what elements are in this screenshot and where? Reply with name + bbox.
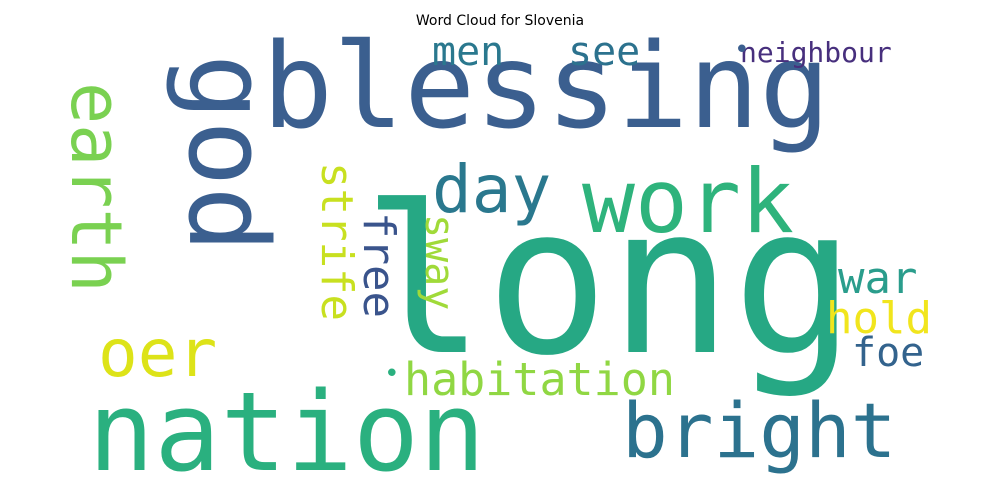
- chart-title: Word Cloud for Slovenia: [415, 13, 585, 29]
- word-free: free: [353, 212, 404, 318]
- word-bullet: •: [384, 359, 400, 389]
- word-strife: strife: [311, 162, 362, 321]
- word-day: day: [432, 151, 551, 228]
- word-men: men: [432, 29, 504, 75]
- word-war: war: [838, 253, 917, 304]
- word-habitation: habitation: [404, 353, 675, 406]
- word-foe: foe: [852, 330, 924, 376]
- word-neighbour: neighbour: [740, 36, 892, 69]
- word-bright: bright: [622, 386, 897, 475]
- word-nation: nation: [88, 368, 485, 496]
- word-earth: earth: [55, 82, 137, 293]
- word-hold: hold: [826, 293, 932, 344]
- word-oer: oer: [98, 315, 217, 392]
- word-sway: sway: [416, 214, 462, 310]
- word-work: work: [582, 150, 794, 253]
- word-blessing: blessing: [262, 17, 830, 155]
- word-bullet: •: [734, 35, 750, 65]
- word-see: see: [568, 29, 640, 75]
- word-god: god: [164, 54, 292, 253]
- word-long: long: [362, 163, 856, 401]
